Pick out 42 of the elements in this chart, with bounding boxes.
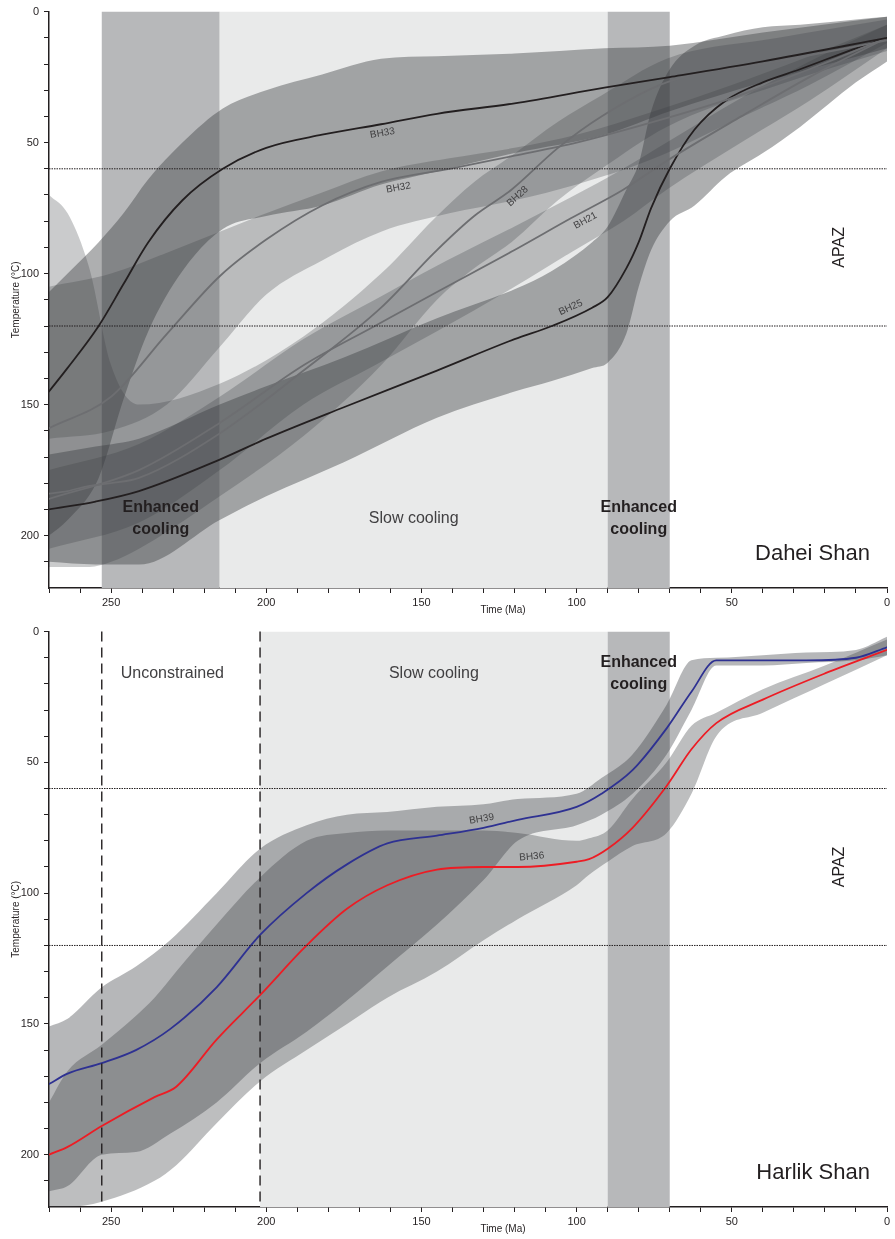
x-tick-label: 150 [412,1214,431,1227]
y-tick-label: 0 [32,624,39,637]
band-label: Enhanced cooling [600,653,677,693]
y-tick-label: 150 [20,1016,39,1029]
x-tick-label: 200 [257,595,276,608]
text: BH36 [518,849,546,863]
band-label: Slow cooling [368,509,459,527]
text: BH32 [385,179,413,195]
x-tick-label: 150 [412,595,431,608]
x-tick-label: 100 [567,1214,586,1227]
annotation: APAZ [830,226,848,268]
x-tick-label: 250 [101,1214,121,1227]
y-tick-label: 200 [20,528,39,541]
x-tick-label: 0 [883,1214,891,1227]
y-tick-label: 0 [32,4,39,17]
x-tick-label: 250 [101,595,121,608]
text: BH39 [468,810,496,826]
band-label: Slow cooling [388,664,479,682]
band-label: Enhanced cooling [600,498,677,538]
x-tick-label: 200 [257,1214,276,1227]
annotation: APAZ [830,846,848,888]
ref-line-label: Unconstrained [120,664,224,682]
x-axis-title: Time (Ma) [480,1222,526,1234]
y-tick-label: 150 [20,397,39,410]
band-label: Enhanced cooling [122,498,199,538]
y-tick-label: 100 [20,886,39,899]
y-axis-title: Temperature (°C) [9,880,21,958]
text: BH21 [571,208,600,231]
text: Dahei Shan [755,540,870,566]
x-tick-label: 100 [567,595,586,608]
text: BH33 [369,124,396,141]
x-tick-label: 0 [883,595,891,608]
x-axis-title: Time (Ma) [480,603,526,615]
y-tick-label: 100 [20,266,39,279]
x-tick-label: 50 [725,595,738,608]
y-tick-label: 50 [26,755,39,768]
y-axis-title: Temperature (°C) [9,261,21,339]
text: BH25 [556,296,585,318]
y-tick-label: 50 [26,135,39,148]
y-tick-label: 200 [20,1147,39,1160]
x-tick-label: 50 [725,1214,738,1227]
text: Harlik Shan [756,1159,870,1185]
